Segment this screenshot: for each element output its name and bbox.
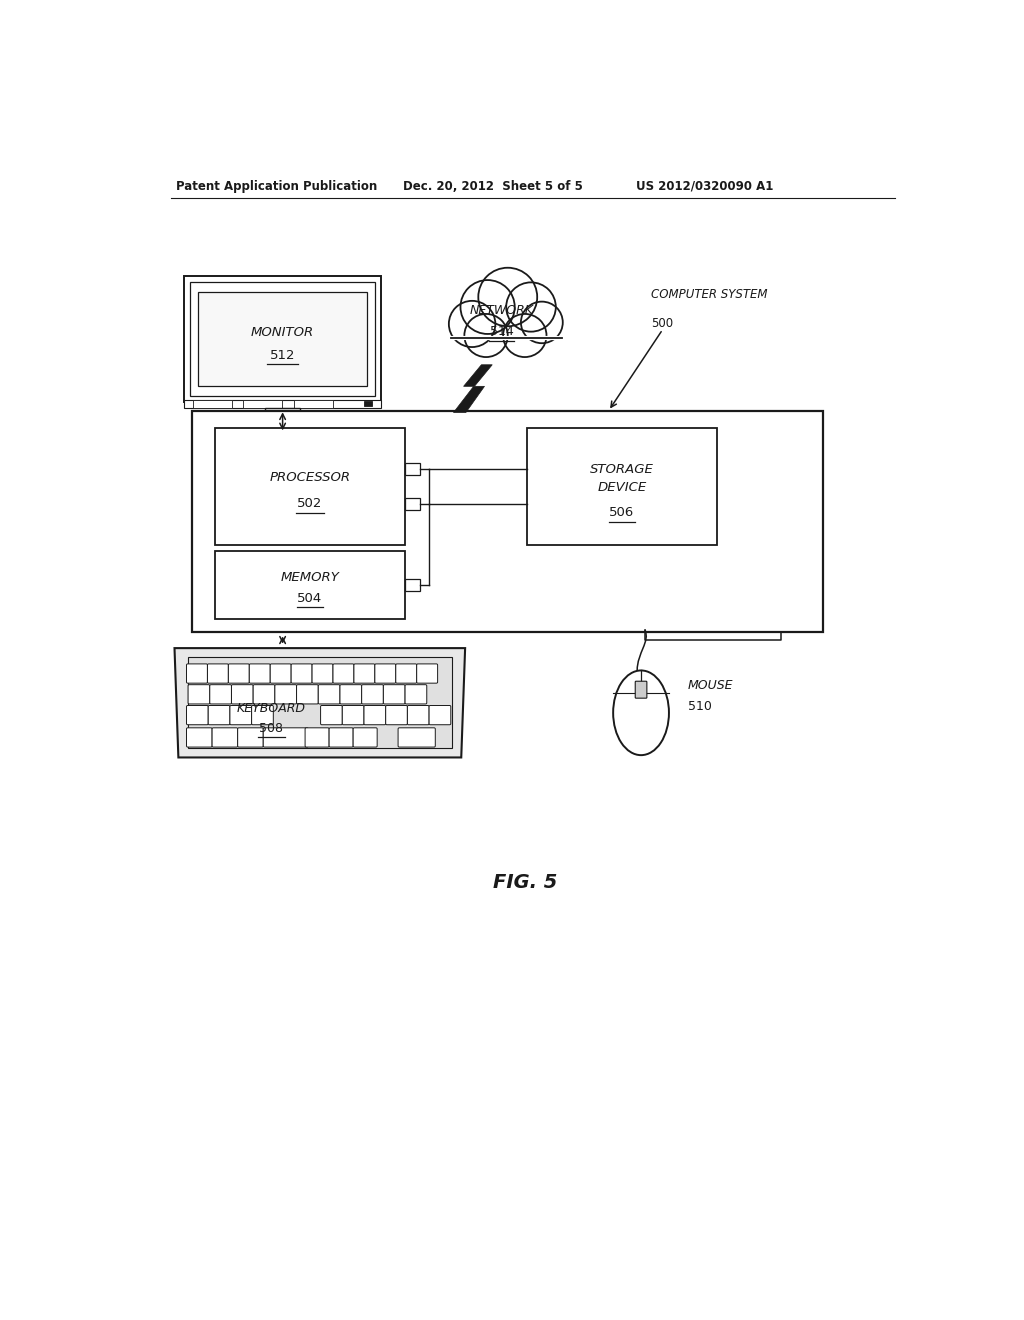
FancyBboxPatch shape bbox=[417, 664, 437, 684]
FancyBboxPatch shape bbox=[215, 428, 404, 545]
FancyBboxPatch shape bbox=[186, 664, 208, 684]
FancyBboxPatch shape bbox=[253, 685, 274, 704]
Circle shape bbox=[521, 302, 563, 343]
Text: MEMORY: MEMORY bbox=[281, 570, 339, 583]
FancyBboxPatch shape bbox=[386, 705, 408, 725]
Text: Dec. 20, 2012  Sheet 5 of 5: Dec. 20, 2012 Sheet 5 of 5 bbox=[403, 180, 583, 193]
FancyBboxPatch shape bbox=[230, 705, 252, 725]
Circle shape bbox=[506, 282, 556, 331]
Circle shape bbox=[449, 301, 496, 347]
FancyBboxPatch shape bbox=[395, 664, 417, 684]
FancyBboxPatch shape bbox=[231, 685, 253, 704]
FancyBboxPatch shape bbox=[406, 685, 427, 704]
FancyBboxPatch shape bbox=[404, 498, 420, 510]
FancyBboxPatch shape bbox=[240, 418, 326, 429]
FancyBboxPatch shape bbox=[252, 705, 273, 725]
FancyBboxPatch shape bbox=[364, 705, 386, 725]
FancyBboxPatch shape bbox=[186, 727, 212, 747]
FancyBboxPatch shape bbox=[212, 727, 238, 747]
Text: 504: 504 bbox=[297, 591, 323, 605]
FancyBboxPatch shape bbox=[190, 282, 375, 396]
FancyBboxPatch shape bbox=[321, 705, 342, 725]
Text: FIG. 5: FIG. 5 bbox=[493, 873, 557, 892]
Ellipse shape bbox=[613, 671, 669, 755]
FancyBboxPatch shape bbox=[375, 664, 395, 684]
FancyBboxPatch shape bbox=[318, 685, 340, 704]
FancyBboxPatch shape bbox=[305, 727, 329, 747]
FancyBboxPatch shape bbox=[635, 681, 647, 698]
FancyBboxPatch shape bbox=[329, 727, 353, 747]
Circle shape bbox=[469, 288, 535, 352]
FancyBboxPatch shape bbox=[404, 463, 420, 475]
Text: DEVICE: DEVICE bbox=[597, 482, 647, 495]
FancyBboxPatch shape bbox=[188, 685, 210, 704]
FancyBboxPatch shape bbox=[208, 664, 228, 684]
Polygon shape bbox=[454, 364, 493, 413]
FancyBboxPatch shape bbox=[353, 727, 377, 747]
FancyBboxPatch shape bbox=[191, 411, 823, 632]
FancyBboxPatch shape bbox=[361, 685, 383, 704]
FancyBboxPatch shape bbox=[183, 276, 381, 401]
FancyBboxPatch shape bbox=[238, 727, 263, 747]
Text: MOUSE: MOUSE bbox=[687, 680, 733, 693]
Text: STORAGE: STORAGE bbox=[590, 463, 654, 477]
FancyBboxPatch shape bbox=[312, 664, 333, 684]
Text: 502: 502 bbox=[297, 496, 323, 510]
FancyBboxPatch shape bbox=[215, 552, 404, 619]
Text: PROCESSOR: PROCESSOR bbox=[269, 471, 350, 483]
FancyBboxPatch shape bbox=[265, 408, 300, 418]
Circle shape bbox=[461, 280, 515, 334]
FancyBboxPatch shape bbox=[342, 705, 364, 725]
Text: 510: 510 bbox=[687, 700, 712, 713]
FancyBboxPatch shape bbox=[194, 400, 231, 408]
FancyBboxPatch shape bbox=[249, 664, 270, 684]
FancyBboxPatch shape bbox=[333, 664, 354, 684]
FancyBboxPatch shape bbox=[404, 579, 420, 591]
Text: 508: 508 bbox=[259, 722, 284, 735]
FancyBboxPatch shape bbox=[294, 400, 333, 408]
FancyBboxPatch shape bbox=[383, 685, 406, 704]
FancyBboxPatch shape bbox=[365, 401, 372, 405]
FancyBboxPatch shape bbox=[408, 705, 429, 725]
Text: 512: 512 bbox=[270, 348, 295, 362]
FancyBboxPatch shape bbox=[429, 705, 451, 725]
Text: 500: 500 bbox=[651, 317, 673, 330]
FancyBboxPatch shape bbox=[398, 727, 435, 747]
FancyBboxPatch shape bbox=[354, 664, 375, 684]
FancyBboxPatch shape bbox=[270, 664, 291, 684]
Text: 506: 506 bbox=[609, 506, 635, 519]
FancyBboxPatch shape bbox=[183, 400, 381, 408]
FancyBboxPatch shape bbox=[228, 664, 249, 684]
Circle shape bbox=[464, 314, 508, 358]
FancyBboxPatch shape bbox=[244, 400, 283, 408]
Text: Patent Application Publication: Patent Application Publication bbox=[176, 180, 377, 193]
Text: NETWORK: NETWORK bbox=[470, 304, 534, 317]
Text: MONITOR: MONITOR bbox=[251, 326, 314, 338]
FancyBboxPatch shape bbox=[208, 705, 230, 725]
Text: KEYBOARD: KEYBOARD bbox=[237, 702, 306, 715]
Text: 514: 514 bbox=[489, 325, 513, 338]
FancyBboxPatch shape bbox=[340, 685, 361, 704]
FancyBboxPatch shape bbox=[291, 664, 312, 684]
FancyBboxPatch shape bbox=[263, 727, 308, 747]
Circle shape bbox=[503, 314, 547, 358]
FancyBboxPatch shape bbox=[186, 705, 208, 725]
FancyBboxPatch shape bbox=[274, 685, 297, 704]
Circle shape bbox=[478, 268, 538, 326]
FancyBboxPatch shape bbox=[198, 292, 368, 387]
FancyBboxPatch shape bbox=[297, 685, 318, 704]
FancyBboxPatch shape bbox=[210, 685, 231, 704]
Polygon shape bbox=[174, 648, 465, 758]
FancyBboxPatch shape bbox=[187, 657, 452, 748]
FancyBboxPatch shape bbox=[527, 428, 717, 545]
Text: US 2012/0320090 A1: US 2012/0320090 A1 bbox=[636, 180, 773, 193]
Text: COMPUTER SYSTEM: COMPUTER SYSTEM bbox=[651, 288, 768, 301]
